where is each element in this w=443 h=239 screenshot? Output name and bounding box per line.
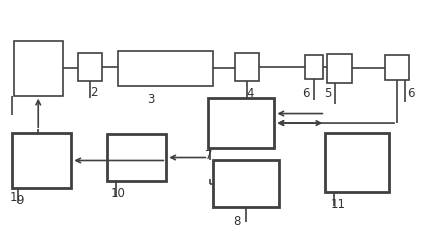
Text: 3: 3	[148, 93, 155, 106]
Bar	[14, 41, 62, 96]
Bar	[118, 51, 213, 86]
Bar	[107, 134, 166, 181]
Text: 2: 2	[90, 86, 97, 99]
Bar	[12, 133, 71, 188]
Text: 1: 1	[10, 191, 17, 204]
Bar	[325, 133, 389, 192]
Text: 6: 6	[302, 87, 309, 100]
Bar	[327, 54, 352, 83]
Text: 4: 4	[247, 87, 254, 100]
Bar	[78, 53, 102, 81]
Text: 8: 8	[233, 215, 241, 228]
Bar	[305, 55, 323, 79]
Bar	[235, 53, 259, 81]
Bar	[385, 55, 409, 80]
Bar	[208, 98, 275, 148]
Text: 10: 10	[111, 187, 126, 200]
Text: 6: 6	[407, 87, 415, 100]
Text: 11: 11	[331, 198, 346, 211]
Text: 9: 9	[16, 194, 23, 207]
Bar	[213, 160, 279, 207]
Text: 5: 5	[324, 87, 332, 100]
Text: 7: 7	[205, 149, 212, 162]
